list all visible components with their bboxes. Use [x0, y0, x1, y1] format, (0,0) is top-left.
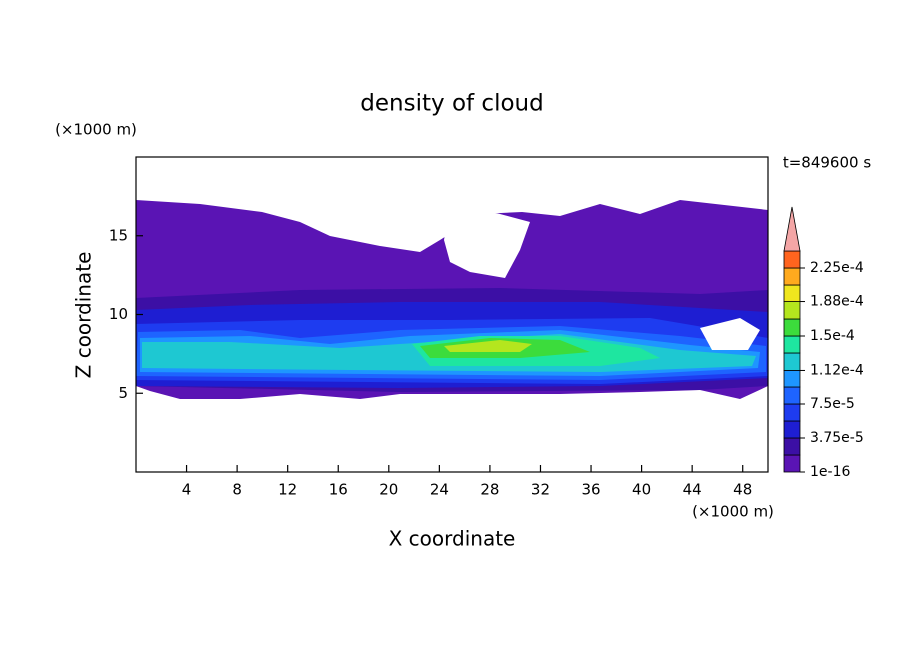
y-tick-label: 10 [109, 305, 128, 323]
colorbar-band [783, 318, 801, 337]
colorbar-band [783, 335, 801, 354]
colorbar-tick-label: 3.75e-5 [810, 430, 864, 446]
x-tick-label: 24 [430, 481, 449, 499]
y-axis-label: Z coordinate [72, 252, 96, 379]
colorbar-tick-label: 7.5e-5 [810, 396, 855, 412]
cloud-gap [444, 208, 530, 278]
colorbar-band [783, 403, 801, 422]
x-tick-label: 20 [379, 481, 398, 499]
colorbar-band [783, 454, 801, 473]
colorbar-band [783, 370, 801, 388]
x-tick-label: 28 [480, 481, 499, 499]
colorbar-tick-label: 1.88e-4 [810, 294, 864, 310]
x-axis-label: X coordinate [389, 527, 516, 551]
contour-field [136, 198, 768, 399]
x-tick-label: 40 [632, 481, 651, 499]
colorbar-band [783, 437, 801, 456]
chart-title: density of cloud [360, 91, 543, 117]
x-tick-label: 8 [232, 481, 242, 499]
x-tick-label: 4 [182, 481, 192, 499]
colorbar-band [783, 250, 801, 269]
colorbar-tick-label: 2.25e-4 [810, 260, 864, 276]
cloud-gap [318, 198, 425, 214]
colorbar-band [783, 420, 801, 439]
cloud-gap [700, 318, 760, 350]
x-tick-label: 16 [329, 481, 348, 499]
x-tick-label: 48 [733, 481, 752, 499]
y-tick-label: 5 [118, 384, 128, 402]
colorbar-band [783, 284, 801, 302]
colorbar-tick-label: 1e-16 [810, 464, 850, 480]
colorbar-band [783, 352, 801, 371]
x-tick-label: 12 [278, 481, 297, 499]
contour-region [444, 340, 532, 352]
y-unit: (×1000 m) [55, 121, 137, 139]
x-unit: (×1000 m) [692, 503, 774, 521]
x-tick-label: 44 [683, 481, 702, 499]
y-tick-label: 15 [109, 226, 128, 244]
colorbar-extension [783, 206, 801, 252]
colorbar-band [783, 301, 801, 320]
colorbar-tick-label: 1.12e-4 [810, 362, 864, 378]
colorbar-band [783, 386, 801, 405]
colorbar-tick-label: 1.5e-4 [810, 328, 855, 344]
time-annotation: t=849600 s [783, 154, 871, 172]
colorbar-band [783, 267, 801, 286]
x-tick-label: 36 [581, 481, 600, 499]
x-tick-label: 32 [531, 481, 550, 499]
